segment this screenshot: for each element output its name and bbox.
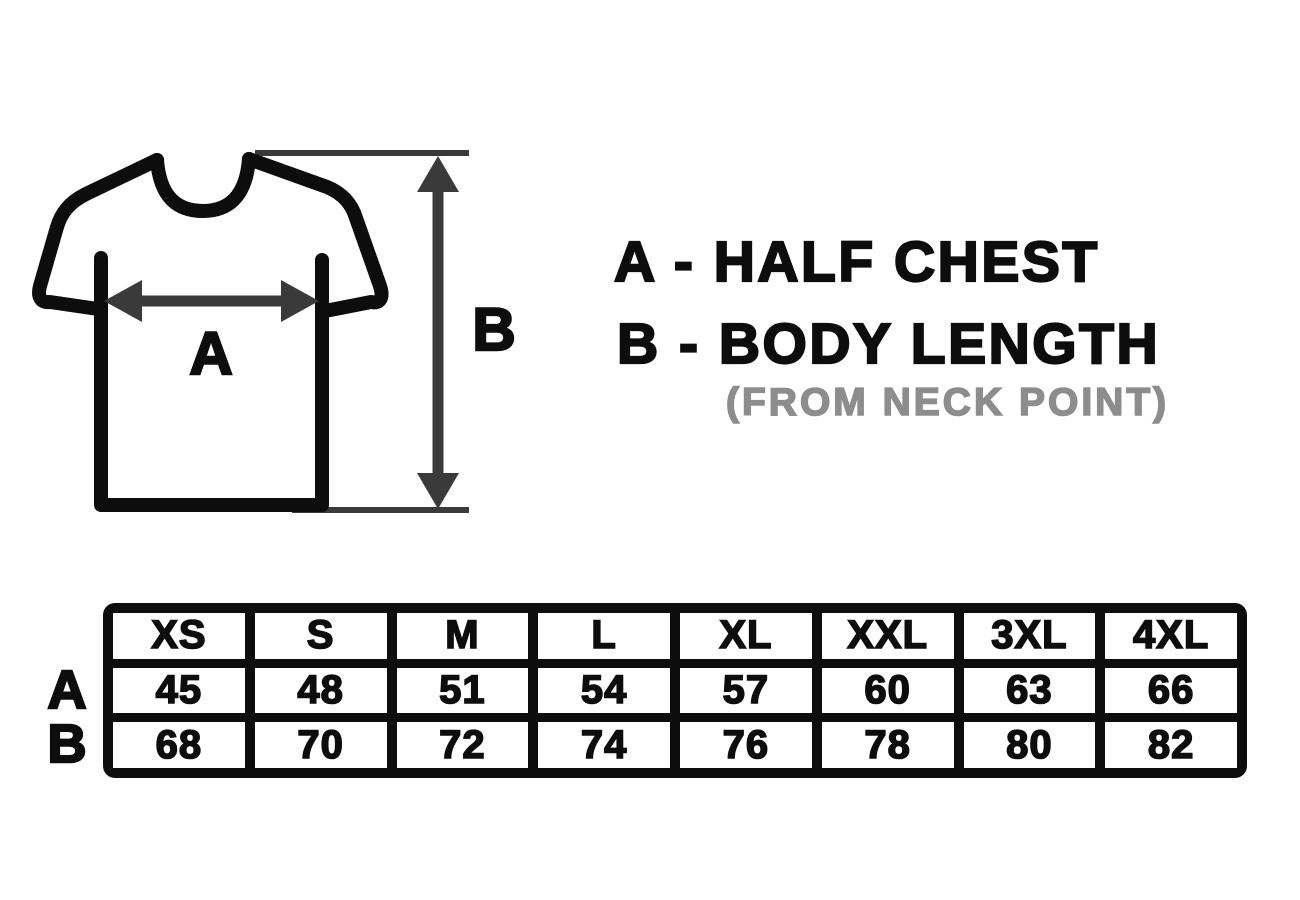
legend-body-length-note: (FROM NECK POINT) bbox=[725, 381, 1170, 424]
table-row-label-a: A bbox=[46, 660, 87, 720]
tshirt-diagram: A B bbox=[32, 150, 517, 513]
table-row-label-b: B bbox=[46, 714, 87, 774]
size-table: XS S M L XL XXL 3XL 4XL 45 48 51 54 57 60 63 66 68 70 72 74… bbox=[103, 603, 1247, 778]
size-value-cell: 51 bbox=[396, 667, 529, 714]
size-column-header: XXL bbox=[821, 613, 954, 659]
length-arrow bbox=[417, 156, 459, 509]
size-value-cell: 57 bbox=[680, 667, 812, 714]
length-arrow-bottom-head bbox=[417, 473, 459, 509]
legend-half-chest: A - HALF CHEST bbox=[613, 230, 1100, 294]
tshirt-outline bbox=[32, 152, 389, 512]
size-column-header: L bbox=[538, 613, 670, 659]
size-value-cell: 66 bbox=[1105, 667, 1237, 714]
size-column-header: 4XL bbox=[1105, 613, 1237, 659]
chest-arrow-left-head bbox=[104, 280, 142, 322]
tshirt-left-sleeve bbox=[32, 153, 164, 316]
size-column-header: XL bbox=[680, 613, 812, 659]
size-value-cell: 72 bbox=[396, 722, 529, 768]
tshirt-right-sleeve bbox=[242, 152, 389, 318]
size-value-cell: 70 bbox=[254, 722, 387, 768]
size-value-cell: 80 bbox=[963, 722, 1096, 768]
length-arrow-top-head bbox=[417, 156, 459, 192]
length-arrow-label: B bbox=[472, 296, 515, 363]
size-value-cell: 78 bbox=[821, 722, 954, 768]
tshirt-body bbox=[94, 251, 329, 512]
size-value-cell: 74 bbox=[538, 722, 670, 768]
size-value-cell: 54 bbox=[538, 667, 670, 714]
legend-body-length: B - BODY LENGTH bbox=[616, 312, 1161, 376]
tshirt-neck bbox=[150, 152, 256, 218]
chest-arrow-right-head bbox=[281, 280, 319, 322]
chest-arrow-label: A bbox=[189, 320, 232, 387]
size-value-cell: 45 bbox=[113, 667, 245, 714]
size-column-header: XS bbox=[113, 613, 245, 659]
size-value-cell: 82 bbox=[1105, 722, 1237, 768]
size-value-cell: 76 bbox=[680, 722, 812, 768]
size-value-cell: 60 bbox=[821, 667, 954, 714]
size-value-cell: 68 bbox=[113, 722, 245, 768]
size-column-header: 3XL bbox=[963, 613, 1096, 659]
chest-arrow bbox=[104, 280, 319, 322]
size-column-header: S bbox=[254, 613, 387, 659]
size-value-cell: 48 bbox=[254, 667, 387, 714]
size-value-cell: 63 bbox=[963, 667, 1096, 714]
size-column-header: M bbox=[396, 613, 529, 659]
